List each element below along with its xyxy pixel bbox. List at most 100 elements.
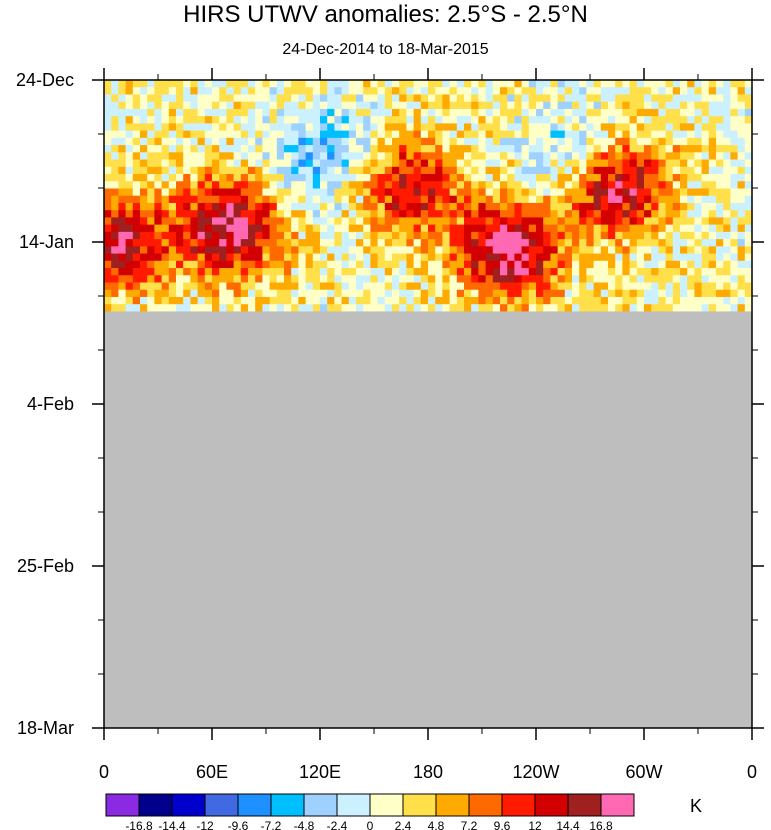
heat-cell (140, 188, 148, 197)
heat-cell (600, 231, 609, 240)
heat-cell (665, 231, 674, 240)
heat-cell (672, 87, 681, 96)
heat-cell (593, 224, 602, 233)
heat-cell (449, 224, 458, 233)
heat-cell (586, 304, 595, 313)
heat-cell (694, 260, 703, 269)
heat-cell (312, 174, 321, 182)
heat-cell (334, 166, 343, 175)
heat-cell (615, 275, 623, 284)
heat-cell (629, 101, 638, 110)
heat-cell (644, 268, 652, 276)
heat-cell (399, 181, 407, 190)
heat-cell (543, 202, 551, 211)
heat-cell (161, 145, 170, 153)
heat-cell (197, 181, 206, 190)
heat-cell (730, 80, 739, 88)
heat-cell (536, 253, 544, 262)
heat-cell (716, 202, 724, 211)
heat-cell (608, 304, 616, 313)
heat-cell (226, 94, 235, 103)
heat-cell (276, 80, 285, 88)
heat-cell (449, 166, 458, 175)
heat-cell (723, 210, 731, 219)
heat-cell (168, 253, 177, 262)
heat-cell (269, 217, 278, 226)
heat-cell (183, 137, 191, 146)
heat-cell (154, 231, 163, 240)
heat-cell (680, 202, 688, 211)
heat-cell (701, 94, 710, 103)
heat-cell (341, 188, 350, 197)
heat-cell (557, 289, 566, 298)
heat-cell (644, 282, 652, 291)
heat-cell (161, 94, 170, 103)
heat-cell (168, 260, 177, 269)
heat-cell (327, 260, 335, 269)
heat-cell (528, 80, 537, 88)
heat-cell (636, 188, 645, 197)
heat-cell (305, 145, 314, 153)
heat-cell (204, 210, 213, 219)
heat-cell (111, 174, 119, 182)
heat-cell (255, 239, 263, 247)
heat-cell (550, 188, 559, 197)
heat-cell (269, 145, 278, 153)
heat-cell (212, 246, 220, 255)
heat-cell (456, 130, 465, 139)
heat-cell (132, 246, 141, 255)
heat-cell (600, 145, 609, 153)
heat-cell (190, 289, 199, 298)
heat-cell (356, 137, 364, 146)
heat-cell (536, 188, 544, 197)
heat-cell (744, 217, 753, 226)
heat-cell (665, 123, 674, 132)
heat-cell (183, 289, 191, 298)
heat-cell (586, 123, 595, 132)
heat-cell (190, 87, 199, 96)
heat-cell (730, 188, 739, 197)
heat-cell (341, 108, 350, 117)
heat-cell (428, 80, 436, 88)
heat-cell (226, 166, 235, 175)
colorbar-label: -2.4 (327, 819, 348, 830)
heat-cell (572, 304, 580, 313)
heat-cell (471, 224, 479, 233)
heat-cell (622, 224, 631, 233)
heat-cell (428, 181, 436, 190)
heat-cell (356, 166, 364, 175)
heat-cell (543, 210, 551, 219)
heat-cell (687, 87, 695, 96)
heat-cell (240, 87, 249, 96)
heat-cell (485, 246, 494, 255)
heat-cell (507, 188, 515, 197)
heat-cell (500, 181, 508, 190)
heat-cell (478, 174, 487, 182)
heat-cell (593, 296, 602, 305)
heat-cell (219, 181, 227, 190)
heat-cell (370, 289, 379, 298)
heat-cell (435, 304, 443, 313)
heat-cell (701, 304, 710, 313)
heat-cell (356, 94, 364, 103)
heat-cell (118, 217, 127, 226)
heat-cell (298, 210, 307, 219)
heat-cell (687, 268, 695, 276)
heat-cell (492, 217, 501, 226)
heat-cell (737, 145, 746, 153)
heat-cell (420, 116, 429, 124)
heat-cell (219, 174, 227, 182)
heat-cell (680, 282, 688, 291)
heat-cell (233, 296, 242, 305)
heat-cell (356, 253, 364, 262)
heat-cell (608, 145, 616, 153)
heat-cell (629, 174, 638, 182)
heat-cell (737, 108, 746, 117)
heat-cell (262, 253, 271, 262)
heat-cell (528, 304, 537, 313)
heat-cell (564, 304, 573, 313)
heat-cell (392, 224, 400, 233)
heat-cell (305, 166, 314, 175)
heat-cell (320, 87, 328, 96)
x-tick-label: 60E (196, 762, 228, 782)
